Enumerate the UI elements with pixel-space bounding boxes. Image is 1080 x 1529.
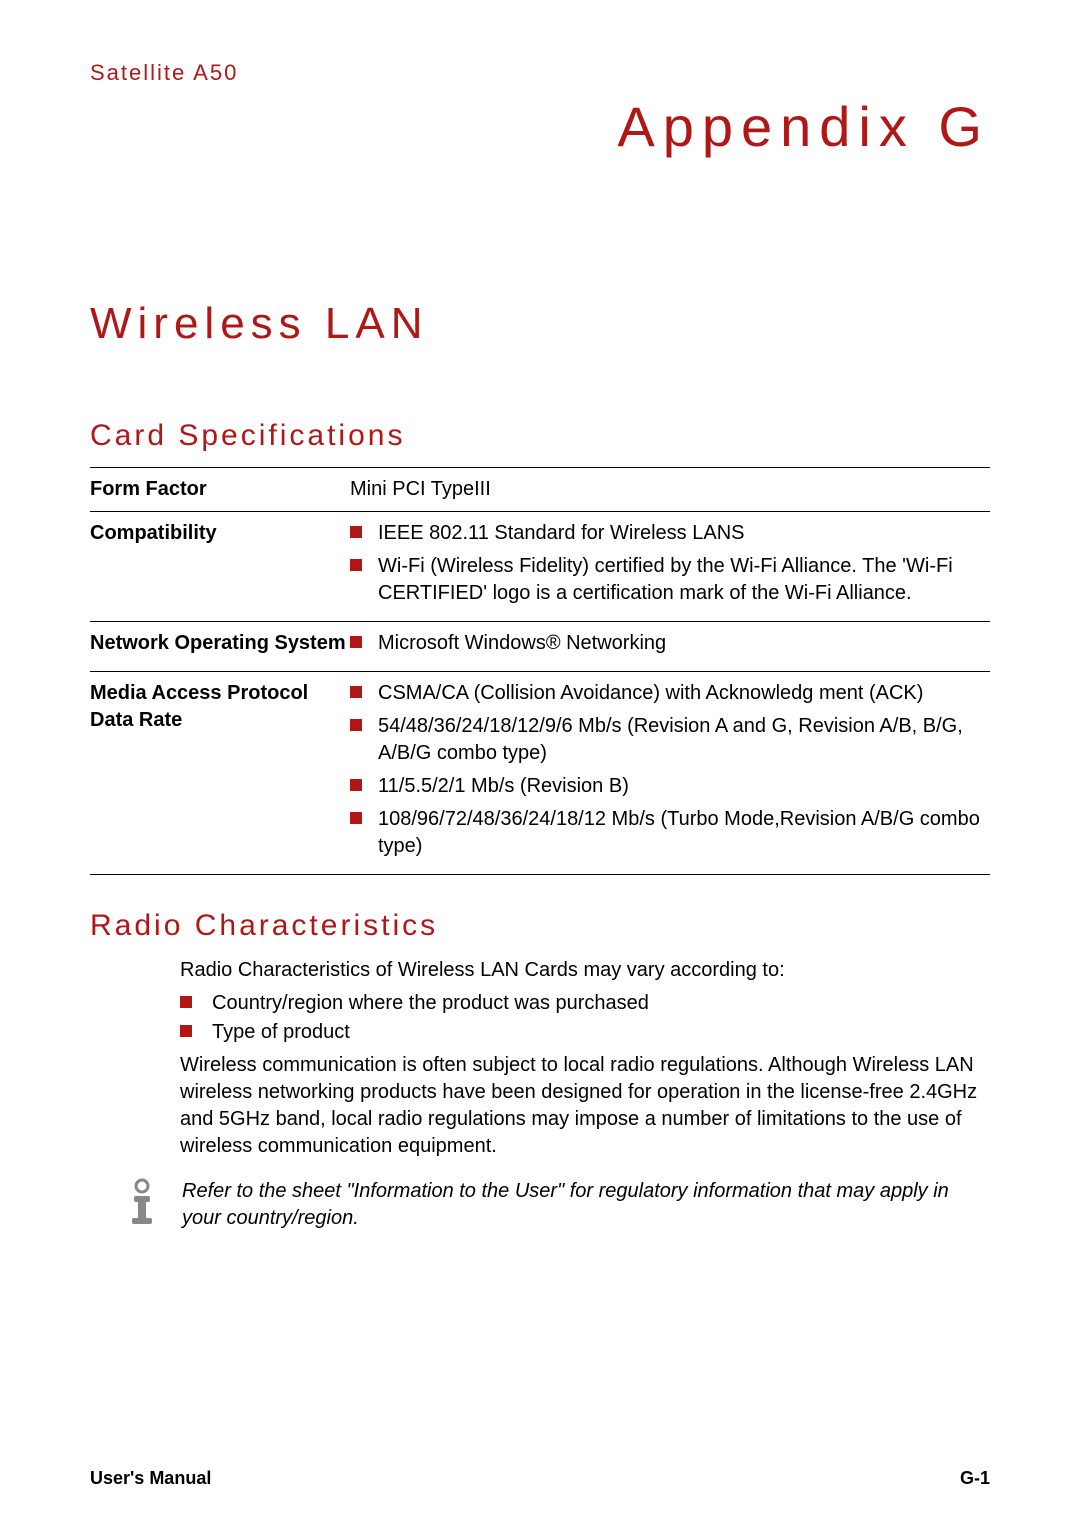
spec-table: Form Factor Mini PCI TypeIII Compatibili… (90, 467, 990, 875)
info-icon (122, 1178, 168, 1231)
spec-label: Compatibility (90, 512, 350, 622)
table-row: Network Operating System Microsoft Windo… (90, 622, 990, 672)
radio-intro: Radio Characteristics of Wireless LAN Ca… (180, 957, 990, 984)
footer-right: G-1 (960, 1468, 990, 1489)
spec-value: Microsoft Windows® Networking (350, 622, 990, 672)
product-label: Satellite A50 (90, 60, 990, 86)
list-item: Country/region where the product was pur… (180, 990, 990, 1017)
radio-bullets: Country/region where the product was pur… (180, 990, 990, 1046)
list-item: 54/48/36/24/18/12/9/6 Mb/s (Revision A a… (350, 713, 990, 767)
list-item: IEEE 802.11 Standard for Wireless LANS (350, 520, 990, 547)
info-note: Refer to the sheet "Information to the U… (122, 1178, 990, 1232)
table-row: Form Factor Mini PCI TypeIII (90, 468, 990, 512)
spec-label: Media Access Protocol Data Rate (90, 672, 350, 875)
section-radio-title: Radio Characteristics (90, 909, 990, 943)
list-item: Microsoft Windows® Networking (350, 630, 990, 657)
table-row: Media Access Protocol Data Rate CSMA/CA … (90, 672, 990, 875)
appendix-title: Appendix G (90, 94, 990, 159)
spec-label: Form Factor (90, 468, 350, 512)
page-title: Wireless LAN (90, 299, 990, 349)
spec-value: Mini PCI TypeIII (350, 468, 990, 512)
list-item: Type of product (180, 1019, 990, 1046)
info-note-text: Refer to the sheet "Information to the U… (182, 1178, 990, 1232)
spec-value: CSMA/CA (Collision Avoidance) with Ackno… (350, 672, 990, 875)
footer: User's Manual G-1 (90, 1468, 990, 1489)
table-row: Compatibility IEEE 802.11 Standard for W… (90, 512, 990, 622)
section-card-spec-title: Card Specifications (90, 419, 990, 453)
spec-value: IEEE 802.11 Standard for Wireless LANS W… (350, 512, 990, 622)
list-item: 108/96/72/48/36/24/18/12 Mb/s (Turbo Mod… (350, 806, 990, 860)
footer-left: User's Manual (90, 1468, 211, 1489)
list-item: CSMA/CA (Collision Avoidance) with Ackno… (350, 680, 990, 707)
list-item: 11/5.5/2/1 Mb/s (Revision B) (350, 773, 990, 800)
radio-body: Wireless communication is often subject … (180, 1052, 990, 1160)
list-item: Wi-Fi (Wireless Fidelity) certified by t… (350, 553, 990, 607)
spec-label: Network Operating System (90, 622, 350, 672)
